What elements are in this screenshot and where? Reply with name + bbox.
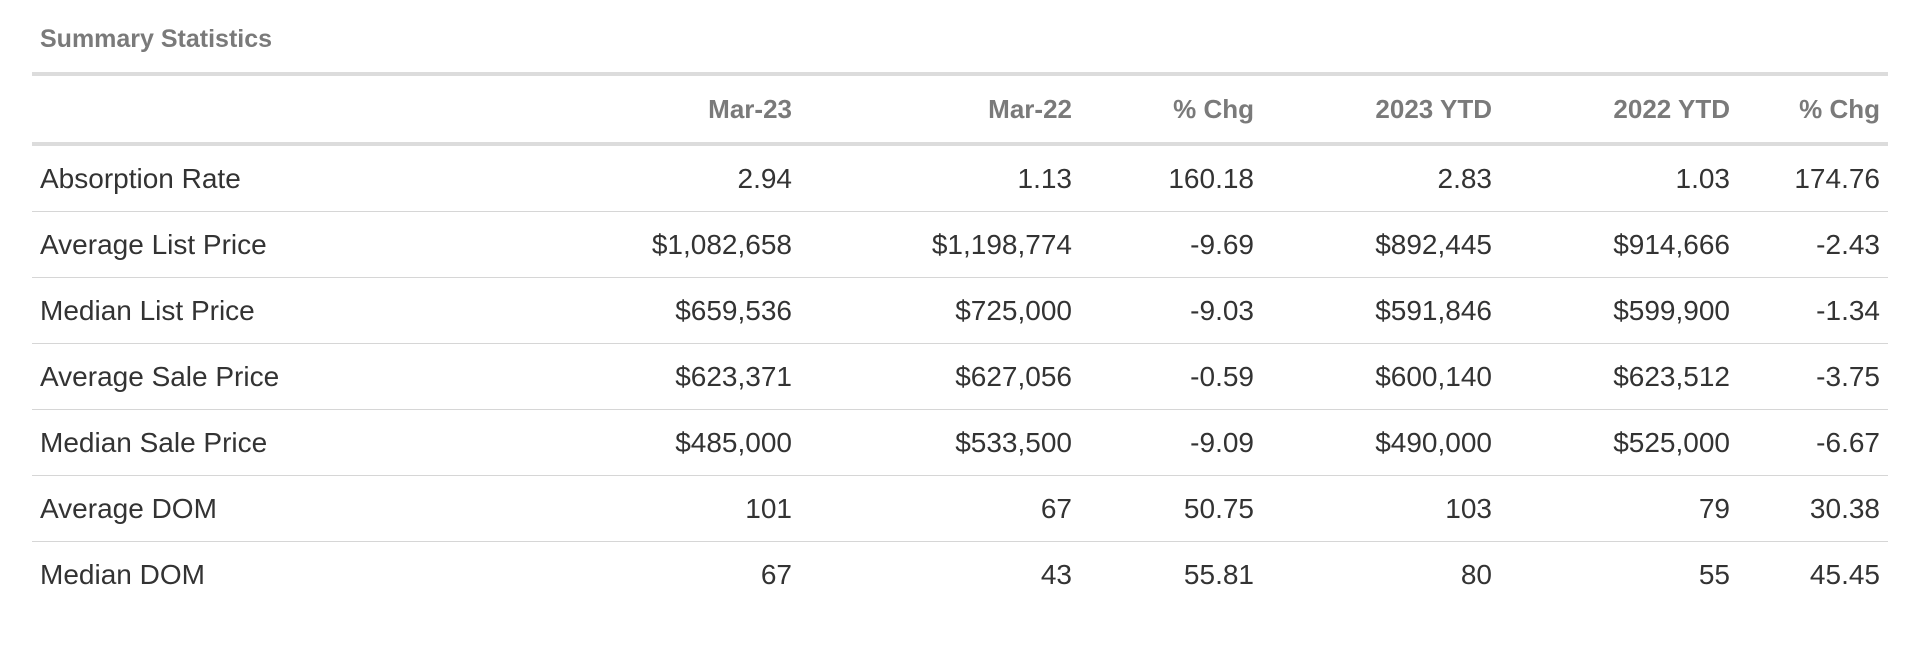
row-label: Average List Price	[32, 211, 618, 278]
table-cell: $725,000	[800, 277, 1080, 344]
table-cell: $1,198,774	[800, 211, 1080, 278]
table-cell: $600,140	[1262, 343, 1500, 410]
table-cell: 1.13	[800, 144, 1080, 212]
column-header-2023-ytd: 2023 YTD	[1262, 76, 1500, 146]
table-cell: 55.81	[1183, 558, 1254, 590]
table-cell: $599,900	[1500, 277, 1738, 344]
table-header: Mar-23 Mar-22 % Chg 2023 YTD 2022 YTD % …	[32, 76, 1888, 146]
table-cell: $525,000	[1500, 409, 1738, 476]
table-row: Average List Price $1,082,658 $1,198,774 -9…	[32, 211, 1888, 278]
table-cell: 101	[618, 475, 800, 542]
header-row: Mar-23 Mar-22 % Chg 2023 YTD 2022 YTD % …	[32, 76, 1888, 146]
table-cell: $533,500	[800, 409, 1080, 476]
table-cell: -1.34	[1738, 277, 1888, 344]
table-row: Average DOM 101 67 50.75 103 79 30.38	[32, 475, 1888, 542]
row-label: Average DOM	[32, 475, 618, 542]
table-cell: -3.75	[1738, 343, 1888, 410]
table-cell: 80	[1460, 558, 1492, 590]
row-label: Median DOM	[40, 558, 205, 590]
table-row: Median DOM 67 43 55.81 80 55 45.45	[32, 542, 1888, 608]
column-header-mar-22: Mar-22	[800, 76, 1080, 146]
table-cell: -2.43	[1738, 211, 1888, 278]
table-cell: 50.75	[1080, 475, 1262, 542]
table-cell: 103	[1262, 475, 1500, 542]
row-label: Median Sale Price	[32, 409, 618, 476]
row-label: Absorption Rate	[32, 144, 618, 212]
table-row: Median List Price $659,536 $725,000 -9.03 $5…	[32, 277, 1888, 344]
table-cell: 30.38	[1738, 475, 1888, 542]
table-cell: -6.67	[1738, 409, 1888, 476]
column-header-mar-23: Mar-23	[618, 76, 800, 146]
table-cell: $1,082,658	[618, 211, 800, 278]
column-header-month-pct-chg: % Chg	[1080, 76, 1262, 146]
summary-statistics-panel: Summary Statistics Mar-23 Mar-22 % Chg 2…	[32, 0, 1888, 607]
column-header-ytd-pct-chg: % Chg	[1738, 76, 1888, 146]
table-cell: 67	[800, 475, 1080, 542]
table-cell: 2.94	[618, 144, 800, 212]
table-cell: -9.03	[1080, 277, 1262, 344]
table-row: Median Sale Price $485,000 $533,500 -9.09 $4…	[32, 409, 1888, 476]
table-body: Absorption Rate 2.94 1.13 160.18 2.83 1.03 174…	[32, 144, 1888, 607]
table-cell: 55	[1698, 558, 1730, 590]
column-header-2022-ytd: 2022 YTD	[1500, 76, 1738, 146]
table-cell: $892,445	[1262, 211, 1500, 278]
table-cell: 79	[1500, 475, 1738, 542]
summary-statistics-table: Mar-23 Mar-22 % Chg 2023 YTD 2022 YTD % …	[32, 76, 1888, 607]
table-cell: -9.69	[1080, 211, 1262, 278]
table-cell: 45.45	[1809, 558, 1880, 590]
table-cell: 2.83	[1262, 144, 1500, 212]
row-label: Average Sale Price	[32, 343, 618, 410]
table-row: Average Sale Price $623,371 $627,056 -0.59 $…	[32, 343, 1888, 410]
column-header-label	[32, 76, 618, 146]
table-row: Absorption Rate 2.94 1.13 160.18 2.83 1.03 174…	[32, 144, 1888, 212]
table-cell: -9.09	[1080, 409, 1262, 476]
row-label: Median List Price	[32, 277, 618, 344]
table-cell: $623,512	[1500, 343, 1738, 410]
table-cell: $659,536	[618, 277, 800, 344]
table-cell: $627,056	[800, 343, 1080, 410]
table-cell: 43	[1040, 558, 1072, 590]
table-cell: $914,666	[1500, 211, 1738, 278]
table-cell: $623,371	[618, 343, 800, 410]
table-title: Summary Statistics	[32, 0, 1888, 76]
table-cell: 160.18	[1080, 144, 1262, 212]
table-cell: 174.76	[1738, 144, 1888, 212]
table-cell: $591,846	[1262, 277, 1500, 344]
table-cell: 1.03	[1500, 144, 1738, 212]
table-cell: $485,000	[618, 409, 800, 476]
table-cell: $490,000	[1262, 409, 1500, 476]
table-cell: 67	[760, 558, 792, 590]
table-cell: -0.59	[1080, 343, 1262, 410]
